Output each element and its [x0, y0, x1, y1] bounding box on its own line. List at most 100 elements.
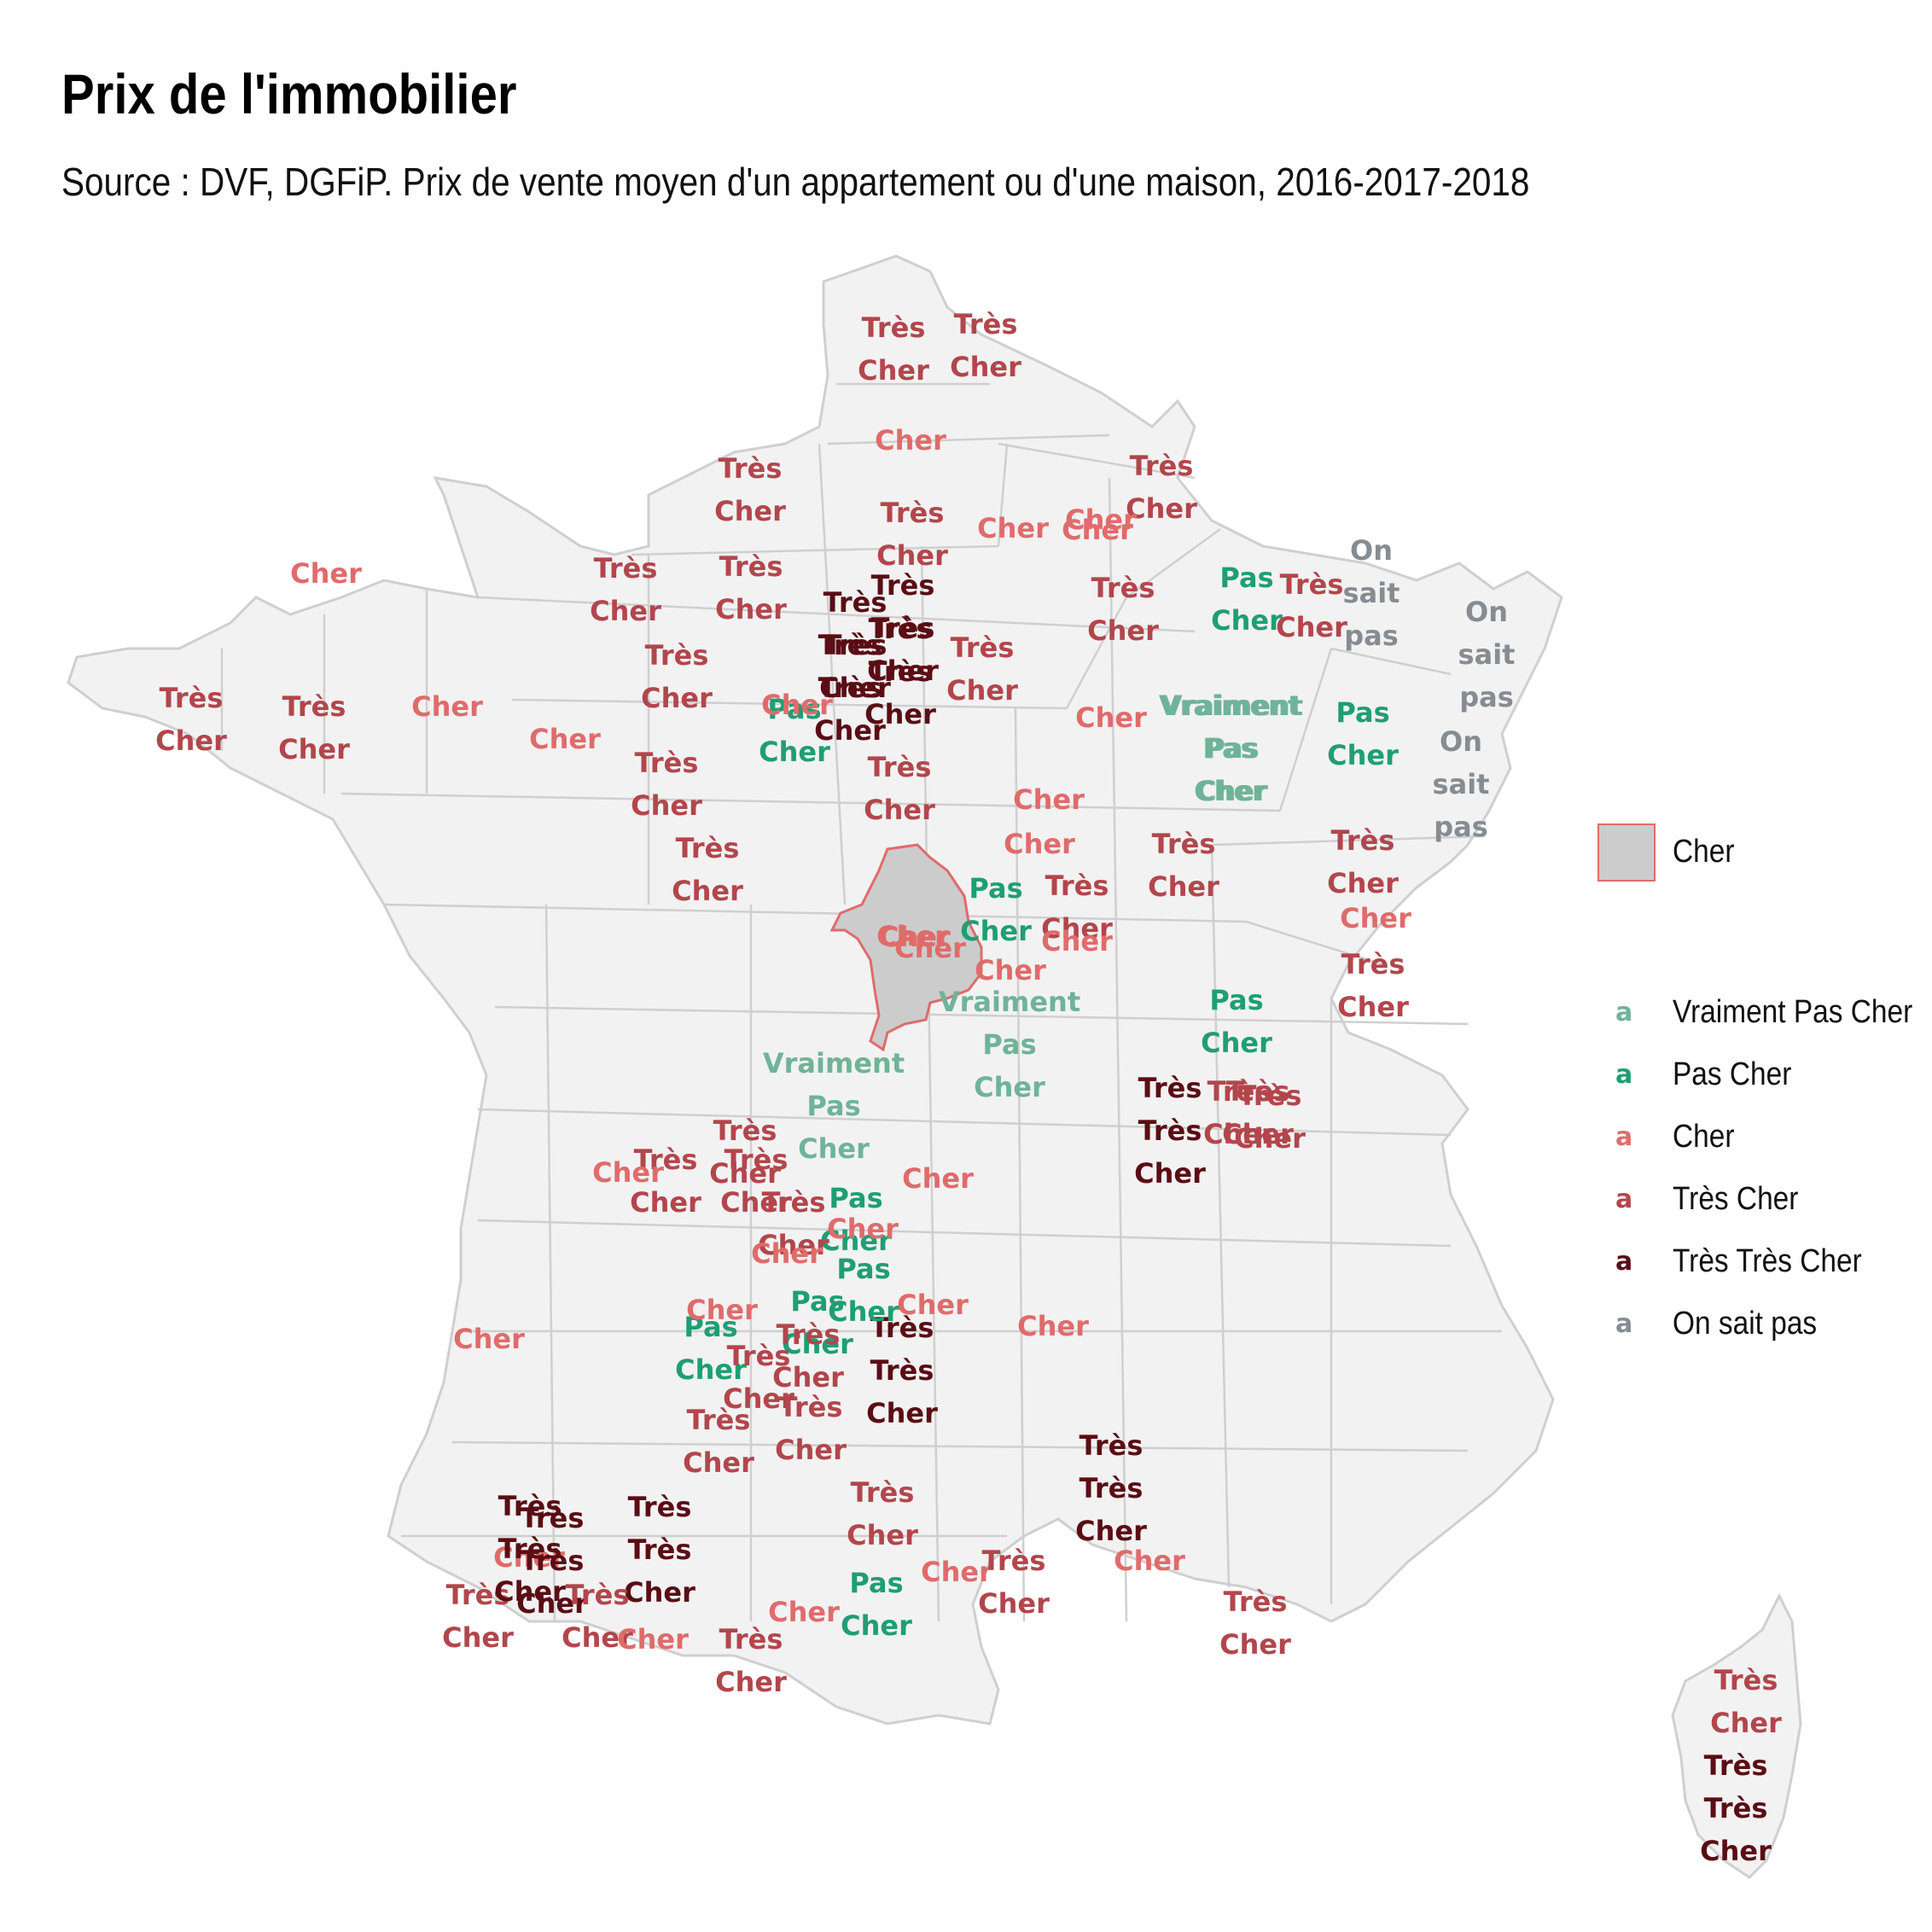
department-label: Très Très Cher: [516, 1502, 588, 1620]
department-label: Cher: [1017, 1310, 1089, 1342]
legend-highlight-swatch: [1597, 823, 1656, 882]
legend-highlight-label: Cher: [1673, 834, 1735, 870]
department-label: Vraiment Pas Cher: [1159, 690, 1301, 807]
legend-key-glyph: a: [1615, 1122, 1633, 1152]
department-label: Très Cher: [1203, 1075, 1275, 1150]
department-label: Cher: [1065, 503, 1137, 536]
department-label: On sait pas: [1458, 596, 1516, 713]
department-label: Cher: [1062, 514, 1133, 546]
department-label: Cher: [453, 1323, 525, 1355]
department-label: Cher: [686, 1294, 758, 1326]
department-label: Cher: [879, 921, 951, 953]
department-label: Très Cher: [758, 1186, 829, 1261]
department-label: On sait pas: [1343, 534, 1400, 652]
department-label: Cher: [1340, 902, 1411, 934]
department-label: Très Cher: [1710, 1664, 1782, 1739]
department-label: Très Cher: [1327, 824, 1399, 899]
department-label: Très Cher: [1041, 870, 1113, 945]
department-label: Cher: [975, 954, 1046, 986]
department-label: Très Cher: [946, 631, 1018, 707]
department-label: Pas Cher: [759, 693, 830, 768]
department-label: Très Cher: [1219, 1586, 1291, 1661]
department-label: Très Cher: [715, 1623, 787, 1698]
department-label: Cher: [1041, 925, 1113, 957]
department-label: Très Cher: [1222, 1075, 1294, 1150]
department-label: Très Cher: [714, 452, 786, 527]
department-label: Très Cher: [720, 1143, 792, 1219]
department-label: Très Cher: [775, 1391, 847, 1466]
department-label: Très Cher: [950, 308, 1021, 383]
department-label: Très Cher: [858, 311, 929, 387]
mainland-outline: [67, 254, 1563, 1725]
department-label: Très Très Cher: [624, 1491, 695, 1609]
department-label: Très Cher: [864, 751, 935, 826]
department-label: Très Très Cher: [866, 1312, 938, 1429]
department-label: Très Cher: [1148, 828, 1219, 903]
highlighted-department-cher: [829, 843, 983, 1052]
department-label: Très Très Cher: [494, 1490, 566, 1608]
department-label: Très Cher: [876, 497, 948, 572]
department-label: Très Cher: [641, 639, 713, 714]
department-label: Cher: [592, 1156, 664, 1189]
department-label: Cher: [921, 1556, 992, 1588]
department-label: Cher: [1013, 783, 1085, 816]
department-label: Très Très Cher: [1700, 1749, 1772, 1867]
department-label: Pas Cher: [820, 1182, 892, 1257]
department-label: Très Cher: [847, 1476, 918, 1551]
department-label: Pas Cher: [960, 872, 1032, 947]
department-label: Très Cher: [683, 1404, 754, 1479]
legend-category-label: Très Cher: [1673, 1181, 1799, 1217]
department-label: Cher: [977, 512, 1049, 544]
department-label: Cher: [617, 1623, 689, 1656]
legend-category-label: Très Très Cher: [1673, 1243, 1862, 1279]
legend-category-label: Vraiment Pas Cher: [1673, 994, 1913, 1030]
department-label: Cher: [751, 1237, 823, 1270]
department-label: Pas Cher: [841, 1567, 912, 1642]
department-label: Cher: [761, 689, 833, 721]
department-label: Très Cher: [1126, 450, 1197, 525]
department-label: Cher: [1075, 701, 1147, 734]
department-label: Très Très Cher: [814, 629, 886, 747]
department-label: Vraiment Pas Cher: [939, 986, 1080, 1103]
department-label: Très Très Cher: [867, 569, 939, 687]
legend-category-label: Cher: [1673, 1119, 1735, 1155]
department-label: Pas Cher: [675, 1311, 747, 1386]
legend-key-glyph: a: [1615, 1247, 1633, 1277]
department-label: Très Cher: [590, 552, 661, 627]
department-label: Cher: [876, 920, 948, 952]
legend-key-glyph: a: [1615, 1060, 1633, 1090]
department-label: Très Cher: [709, 1114, 781, 1190]
france-land: [67, 254, 1802, 1879]
department-label: Très Très Cher: [1134, 1072, 1206, 1190]
department-label: Vraiment Pas Cher: [1161, 690, 1303, 807]
department-label: On sait pas: [1433, 725, 1490, 843]
legend-category-label: On sait pas: [1673, 1306, 1818, 1341]
department-label: Très Cher: [630, 1143, 701, 1219]
department-label: Très Cher: [562, 1579, 633, 1654]
department-label: Cher: [529, 723, 601, 755]
department-label: Pas Cher: [782, 1285, 853, 1360]
corsica-outline: [1671, 1592, 1802, 1879]
department-label: Très Cher: [278, 690, 350, 765]
department-borders: [220, 382, 1502, 1622]
department-label: Cher: [897, 1289, 969, 1321]
department-label: Très Cher: [715, 550, 787, 626]
department-label: Très Cher: [723, 1340, 794, 1415]
department-label: Cher: [827, 1213, 899, 1245]
legend-category-label: Pas Cher: [1673, 1056, 1792, 1092]
department-label: Cher: [875, 424, 946, 457]
department-label: Très Cher: [1337, 948, 1409, 1023]
department-label: Très Cher: [772, 1318, 844, 1394]
department-label: Très Cher: [1234, 1079, 1306, 1155]
department-label: Cher: [1004, 828, 1075, 860]
department-label: Très Cher: [1087, 572, 1159, 647]
legend-key-glyph: a: [1615, 1184, 1633, 1214]
legend-key-glyph: a: [1615, 1309, 1633, 1339]
department-label: Pas Cher: [828, 1253, 899, 1328]
department-label: Très Cher: [1276, 568, 1347, 643]
department-label: Cher: [768, 1596, 840, 1628]
department-label: Cher: [411, 690, 483, 723]
department-label: Très Cher: [631, 747, 702, 822]
